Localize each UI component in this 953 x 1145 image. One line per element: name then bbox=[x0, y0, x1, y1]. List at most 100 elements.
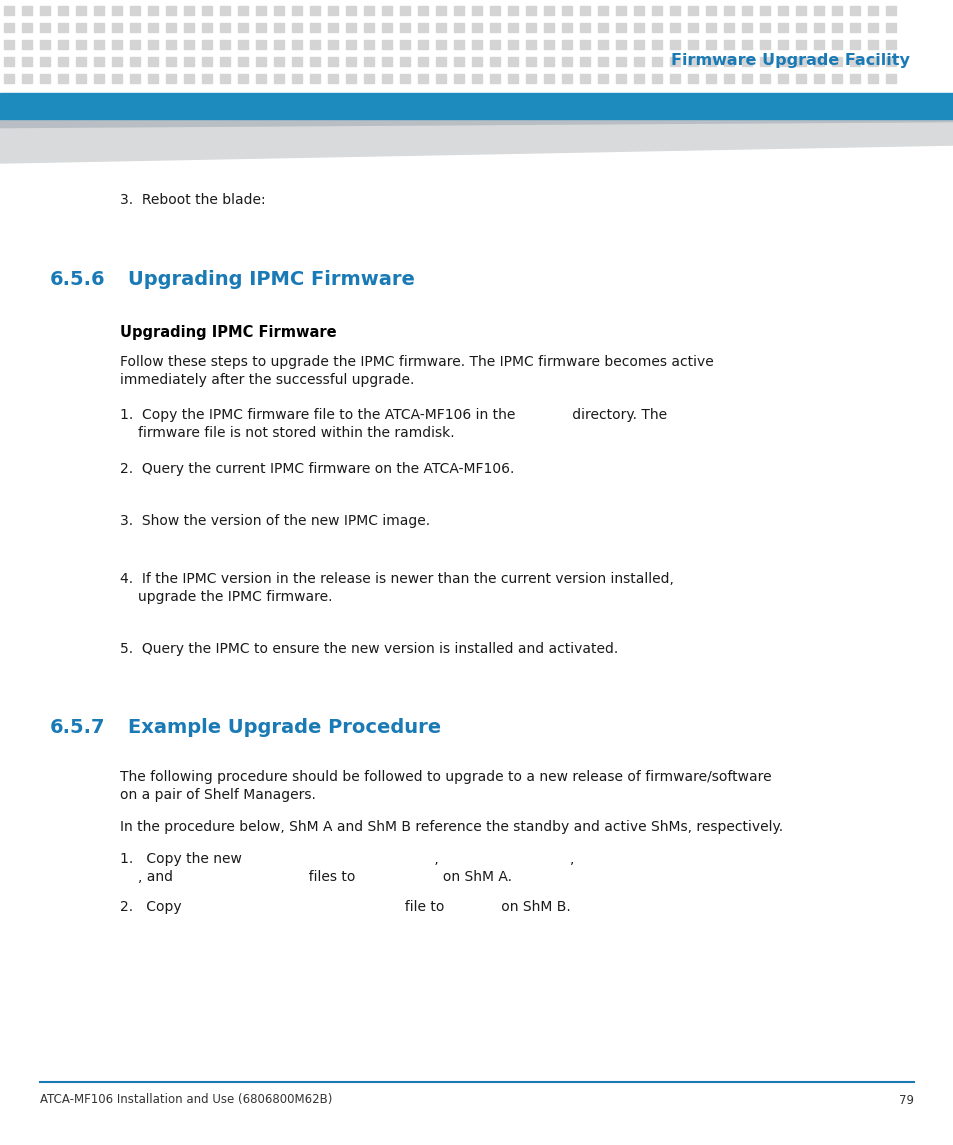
Bar bbox=[22, 57, 32, 66]
Bar bbox=[795, 23, 805, 32]
Bar bbox=[687, 40, 698, 49]
Bar bbox=[849, 74, 859, 82]
Bar bbox=[417, 57, 428, 66]
Bar bbox=[417, 74, 428, 82]
Bar bbox=[274, 40, 284, 49]
Bar bbox=[148, 23, 158, 32]
Bar bbox=[885, 74, 895, 82]
Bar bbox=[795, 57, 805, 66]
Bar bbox=[22, 40, 32, 49]
Bar bbox=[364, 74, 374, 82]
Bar bbox=[381, 6, 392, 15]
Bar bbox=[705, 6, 716, 15]
Bar bbox=[4, 23, 14, 32]
Bar bbox=[507, 6, 517, 15]
Bar bbox=[112, 74, 122, 82]
Bar bbox=[381, 40, 392, 49]
Bar bbox=[651, 57, 661, 66]
Text: 6.5.6: 6.5.6 bbox=[50, 270, 106, 289]
Bar bbox=[166, 6, 175, 15]
Bar bbox=[561, 40, 572, 49]
Bar bbox=[741, 57, 751, 66]
Bar bbox=[76, 74, 86, 82]
Bar bbox=[274, 23, 284, 32]
Bar bbox=[436, 40, 446, 49]
Bar bbox=[634, 6, 643, 15]
Bar bbox=[184, 74, 193, 82]
Bar bbox=[885, 23, 895, 32]
Bar bbox=[22, 23, 32, 32]
Bar bbox=[94, 23, 104, 32]
Text: , and                               files to                    on ShM A.: , and files to on ShM A. bbox=[138, 870, 512, 884]
Bar bbox=[255, 40, 266, 49]
Bar bbox=[76, 40, 86, 49]
Bar bbox=[723, 6, 733, 15]
Bar bbox=[220, 40, 230, 49]
Bar bbox=[669, 74, 679, 82]
Bar bbox=[490, 74, 499, 82]
Bar bbox=[705, 23, 716, 32]
Bar bbox=[76, 57, 86, 66]
Bar bbox=[202, 23, 212, 32]
Bar bbox=[202, 6, 212, 15]
Bar bbox=[328, 57, 337, 66]
Bar bbox=[0, 93, 953, 119]
Bar bbox=[346, 57, 355, 66]
Bar bbox=[399, 57, 410, 66]
Text: 6.5.7: 6.5.7 bbox=[50, 718, 106, 737]
Bar bbox=[112, 57, 122, 66]
Bar bbox=[4, 74, 14, 82]
Bar bbox=[669, 40, 679, 49]
Bar bbox=[220, 23, 230, 32]
Bar bbox=[634, 57, 643, 66]
Text: Firmware Upgrade Facility: Firmware Upgrade Facility bbox=[670, 53, 909, 68]
Bar bbox=[616, 40, 625, 49]
Bar bbox=[274, 74, 284, 82]
Text: on a pair of Shelf Managers.: on a pair of Shelf Managers. bbox=[120, 788, 315, 802]
Text: 1.  Copy the IPMC firmware file to the ATCA-MF106 in the             directory. : 1. Copy the IPMC firmware file to the AT… bbox=[120, 408, 666, 423]
Bar bbox=[22, 74, 32, 82]
Bar bbox=[58, 57, 68, 66]
Text: ATCA-MF106 Installation and Use (6806800M62B): ATCA-MF106 Installation and Use (6806800… bbox=[40, 1093, 332, 1106]
Bar bbox=[94, 6, 104, 15]
Bar bbox=[490, 40, 499, 49]
Bar bbox=[634, 40, 643, 49]
Bar bbox=[795, 74, 805, 82]
Bar bbox=[741, 23, 751, 32]
Bar bbox=[634, 74, 643, 82]
Bar bbox=[274, 6, 284, 15]
Bar bbox=[346, 74, 355, 82]
Bar bbox=[130, 40, 140, 49]
Bar bbox=[417, 23, 428, 32]
Bar bbox=[166, 40, 175, 49]
Bar bbox=[525, 57, 536, 66]
Bar bbox=[130, 74, 140, 82]
Bar bbox=[436, 6, 446, 15]
Bar bbox=[543, 40, 554, 49]
Bar bbox=[184, 57, 193, 66]
Bar bbox=[184, 23, 193, 32]
Bar bbox=[472, 6, 481, 15]
Bar bbox=[525, 74, 536, 82]
Bar bbox=[616, 23, 625, 32]
Bar bbox=[40, 57, 50, 66]
Bar bbox=[616, 74, 625, 82]
Bar bbox=[741, 6, 751, 15]
Bar bbox=[616, 6, 625, 15]
Bar bbox=[220, 74, 230, 82]
Bar bbox=[40, 40, 50, 49]
Bar bbox=[705, 40, 716, 49]
Bar bbox=[885, 40, 895, 49]
Bar bbox=[76, 6, 86, 15]
Bar bbox=[687, 6, 698, 15]
Bar bbox=[813, 23, 823, 32]
Bar bbox=[184, 40, 193, 49]
Bar bbox=[417, 6, 428, 15]
Bar bbox=[130, 6, 140, 15]
Bar bbox=[579, 74, 589, 82]
Text: 2.  Query the current IPMC firmware on the ATCA-MF106.: 2. Query the current IPMC firmware on th… bbox=[120, 461, 514, 476]
Bar bbox=[292, 23, 302, 32]
Bar bbox=[94, 74, 104, 82]
Bar bbox=[705, 57, 716, 66]
Text: 3.  Reboot the blade:: 3. Reboot the blade: bbox=[120, 194, 265, 207]
